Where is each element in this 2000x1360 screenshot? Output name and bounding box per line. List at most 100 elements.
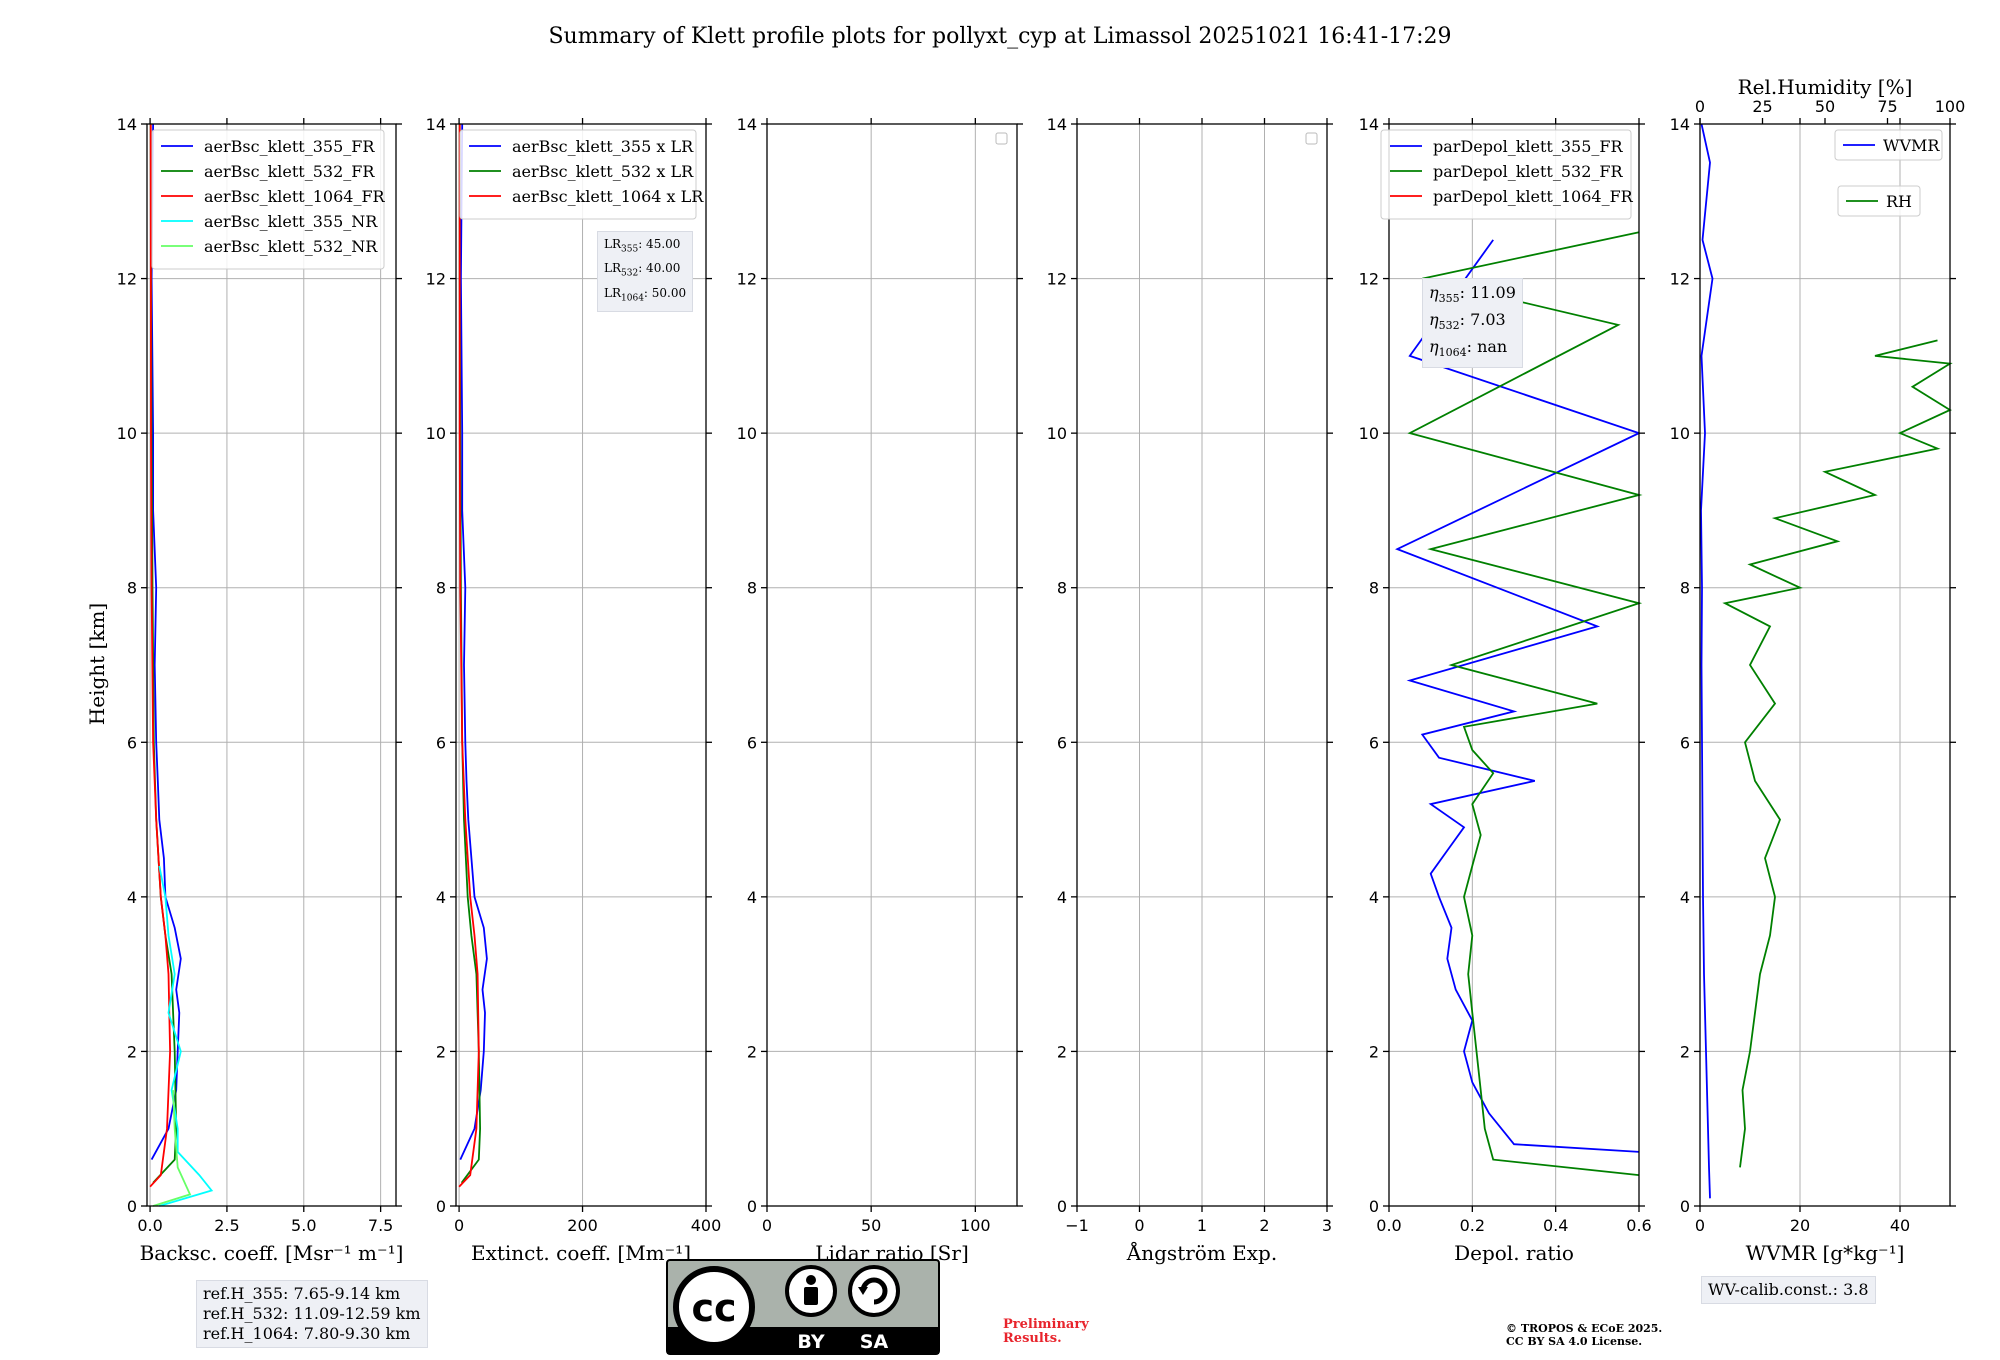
copyright-note: © TROPOS & ECoE 2025. CC BY SA 4.0 Licen… (1506, 1322, 1662, 1348)
x-tick-label: 2.5 (214, 1216, 239, 1235)
x-top-tick-label: 100 (1935, 97, 1966, 116)
x-tick-label: 0.0 (1376, 1216, 1401, 1235)
x-axis-label: Backsc. coeff. [Msr⁻¹ m⁻¹] (140, 1241, 404, 1265)
y-tick-label: 2 (1057, 1042, 1067, 1061)
copyright-line-1: © TROPOS & ECoE 2025. (1506, 1322, 1663, 1335)
plot-frame (146, 123, 397, 1207)
legend-label: aerBsc_klett_355 x LR (512, 137, 694, 156)
y-tick-label: 14 (117, 115, 137, 134)
sa-label: SA (860, 1331, 889, 1353)
x-tick-label: 40 (1890, 1216, 1910, 1235)
y-tick-label: 14 (1047, 115, 1067, 134)
y-tick-label: 0 (1369, 1197, 1379, 1216)
series-line-aerBsc_klett_1064_FR (149, 123, 172, 1188)
cc-logo-icon (673, 1266, 755, 1348)
figure-title: Summary of Klett profile plots for polly… (548, 24, 1451, 49)
y-tick-label: 4 (1680, 888, 1690, 907)
x-tick-label: 20 (1790, 1216, 1810, 1235)
plot-frame (1388, 123, 1640, 1207)
y-tick-label: 10 (1047, 424, 1067, 443)
legend-box-RH (1837, 185, 1921, 217)
eta-532: η532: 7.03 (1429, 310, 1506, 333)
by-label: BY (797, 1331, 824, 1353)
y-tick-label: 0 (1680, 1197, 1690, 1216)
series-line-parDepol_klett_355_FR (1395, 239, 1642, 1153)
y-tick-label: 10 (1359, 424, 1379, 443)
preliminary-line-2: Results. (1003, 1331, 1062, 1346)
y-tick-label: 10 (117, 424, 137, 443)
series-line-RH (1722, 339, 1953, 1168)
empty-legend-box (995, 132, 1008, 145)
y-tick-label: 12 (426, 270, 446, 289)
plot-frame (455, 123, 707, 1207)
x-tick-label: 7.5 (368, 1216, 393, 1235)
empty-legend-box (1305, 132, 1318, 145)
y-tick-label: 8 (1369, 579, 1379, 598)
legend-label: parDepol_klett_1064_FR (1433, 187, 1634, 206)
lr-532: LR532: 40.00 (604, 261, 681, 279)
y-tick-label: 6 (1057, 733, 1067, 752)
y-tick-label: 14 (426, 115, 446, 134)
y-tick-label: 0 (747, 1197, 757, 1216)
legend-label: aerBsc_klett_1064 x LR (512, 187, 704, 206)
y-tick-label: 4 (127, 888, 137, 907)
x-tick-label: 3 (1322, 1216, 1332, 1235)
y-axis-label: Height [km] (85, 603, 109, 725)
y-tick-label: 2 (436, 1042, 446, 1061)
lr-1064: LR1064: 50.00 (604, 285, 687, 304)
x-axis-label: Extinct. coeff. [Mm⁻¹] (471, 1241, 691, 1265)
y-tick-label: 4 (436, 888, 446, 907)
legend-label: parDepol_klett_355_FR (1433, 137, 1624, 156)
y-tick-label: 0 (127, 1197, 137, 1216)
legend-label: RH (1886, 192, 1912, 211)
y-tick-label: 8 (747, 579, 757, 598)
y-tick-label: 14 (737, 115, 757, 134)
series-line-parDepol_klett_532_FR (1407, 231, 1643, 1176)
legend-box (459, 129, 697, 220)
lr-355: LR355: 45.00 (604, 237, 681, 255)
x-tick-label: 2 (1259, 1216, 1269, 1235)
x-tick-label: 0.4 (1543, 1216, 1568, 1235)
y-tick-label: 2 (1680, 1042, 1690, 1061)
y-tick-label: 0 (1057, 1197, 1067, 1216)
y-tick-label: 6 (127, 733, 137, 752)
x-top-tick-label: 0 (1695, 97, 1705, 116)
eta-box: η355: 11.09 η532: 7.03 η1064: nan (1422, 278, 1523, 368)
plot-frame (1699, 123, 1951, 1207)
legend-label: aerBsc_klett_1064_FR (204, 187, 386, 206)
cc-logo-text: cc (691, 1286, 736, 1330)
legend-label: aerBsc_klett_355_NR (204, 212, 378, 231)
y-tick-label: 4 (1057, 888, 1067, 907)
x-tick-label: 0.6 (1626, 1216, 1651, 1235)
y-tick-label: 14 (1359, 115, 1379, 134)
legend-label: aerBsc_klett_532 x LR (512, 162, 694, 181)
x-tick-label: −1 (1065, 1216, 1089, 1235)
y-tick-label: 14 (1670, 115, 1690, 134)
x-top-tick-label: 75 (1877, 97, 1897, 116)
y-tick-label: 6 (1369, 733, 1379, 752)
y-tick-label: 12 (737, 270, 757, 289)
series-line-aerBsc_klett_532_NR (152, 1090, 192, 1207)
panel-backscatter: 0 2 4 6 8 10 12 14 0.0 2.5 5.0 7.5 Backsc. coeff. [M… (117, 115, 404, 1265)
x-tick-label: 400 (691, 1216, 722, 1235)
legend-label: WVMR (1883, 136, 1940, 155)
x-top-tick-label: 25 (1752, 97, 1772, 116)
x-tick-label: 100 (960, 1216, 991, 1235)
preliminary-line-1: Preliminary (1003, 1317, 1089, 1332)
wv-calib-text: WV-calib.const.: 3.8 (1708, 1280, 1869, 1299)
x-top-axis-label: Rel.Humidity [%] (1738, 75, 1913, 99)
legend-label: aerBsc_klett_532_NR (204, 237, 378, 256)
series-line-aerBsc_klett_355_NR (158, 865, 214, 1207)
y-tick-label: 8 (436, 579, 446, 598)
plot-frame (766, 123, 1018, 1207)
y-tick-label: 10 (426, 424, 446, 443)
x-tick-label: 200 (567, 1216, 598, 1235)
wv-calib-box: WV-calib.const.: 3.8 (1701, 1276, 1876, 1304)
x-axis-label: Depol. ratio (1454, 1241, 1574, 1265)
panel-wvmr: 0 2 4 6 8 10 12 14 0 20 40 WVMR [g*kg⁻¹] 0 25 50 75 100 R… (1670, 75, 1966, 1265)
ref-height-532: ref.H_532: 11.09-12.59 km (203, 1304, 421, 1323)
x-tick-label: 0 (1134, 1216, 1144, 1235)
